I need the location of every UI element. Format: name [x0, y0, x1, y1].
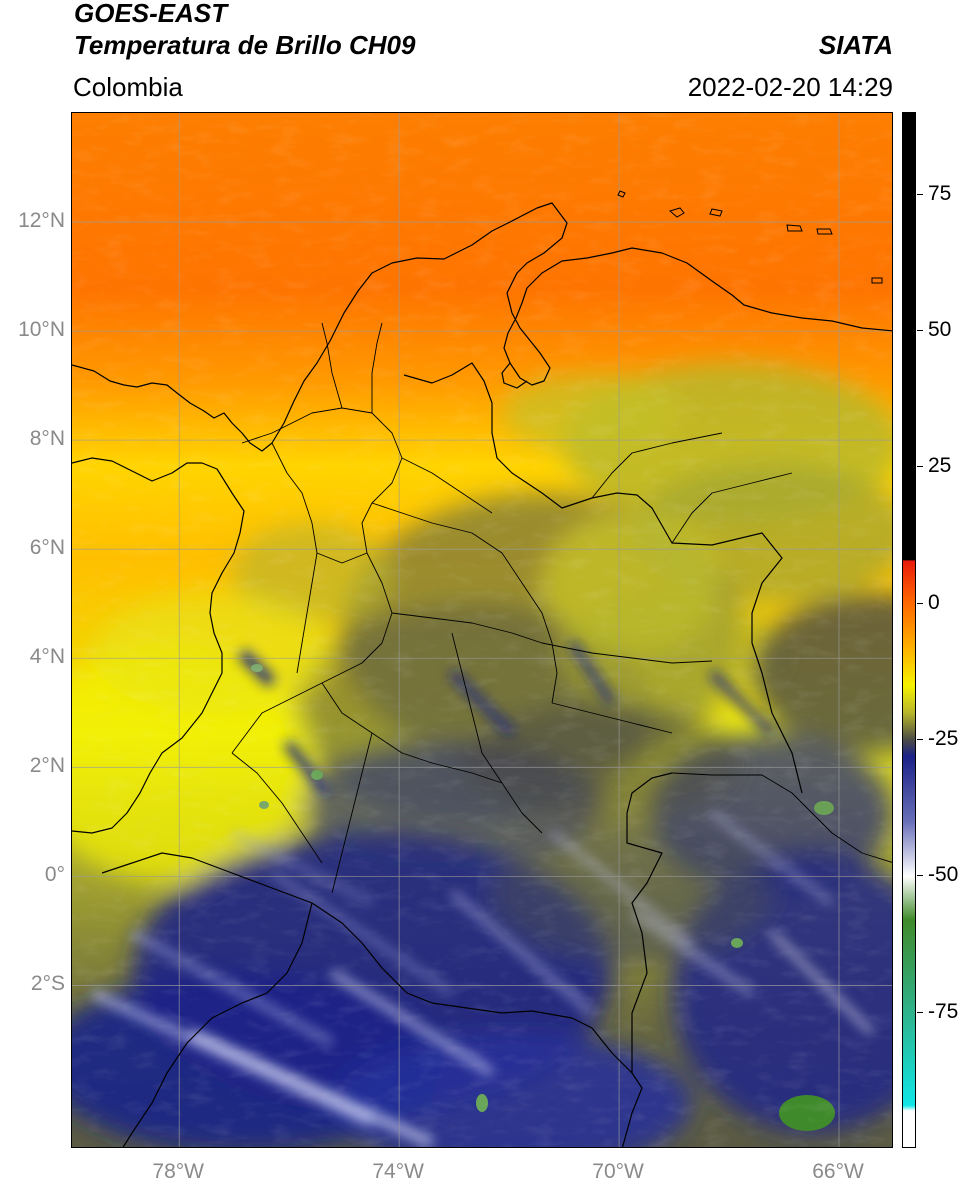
internal-departments: [231, 322, 713, 894]
colombia-ecuador-peru-border: [101, 852, 643, 1089]
boundaries: [72, 202, 892, 1147]
latitude-label: 8°N: [29, 427, 65, 451]
venezuela-internal: [591, 432, 793, 544]
latitude-label: 2°S: [30, 972, 65, 996]
colorbar-tick-mark: [917, 193, 923, 195]
map-panel[interactable]: [71, 112, 893, 1148]
colorbar-tick-mark: [917, 466, 923, 468]
peru-brazil-border: [621, 1087, 643, 1147]
venezuela-gulf: [501, 362, 528, 389]
colorbar-tick-label: 0: [928, 590, 940, 614]
brightness-temperature-map: [72, 113, 892, 1147]
graticule: [72, 113, 892, 1147]
colorbar-tick-label: 25: [928, 454, 952, 478]
colorbar-tick-label: -75: [928, 999, 959, 1023]
colorbar-tick-mark: [917, 602, 923, 604]
texture-noise: [72, 113, 892, 1147]
colorbar-tick-label: -25: [928, 727, 959, 751]
colorbar: [902, 112, 916, 1148]
longitude-label: 66°W: [812, 1160, 864, 1183]
latitude-label: 10°N: [18, 318, 65, 342]
colorbar-tick-mark: [917, 1011, 923, 1013]
longitude-label: 74°W: [372, 1160, 424, 1183]
colorbar-tick-mark: [917, 739, 923, 741]
timestamp-label: 2022-02-20 14:29: [687, 72, 893, 102]
organization-label: SIATA: [818, 30, 893, 60]
colorbar-tick-mark: [917, 330, 923, 332]
ecuador-peru-border: [122, 902, 313, 1147]
latitude-label: 6°N: [29, 536, 65, 560]
colorbar-tick-label: 50: [928, 318, 952, 342]
caribbean-coastline: [72, 202, 892, 452]
latitude-label: 2°N: [29, 754, 65, 778]
colorbar-tick-mark: [917, 875, 923, 877]
colombia-venezuela-border: [403, 362, 803, 794]
longitude-label: 70°W: [592, 1160, 644, 1183]
region-label: Colombia: [73, 72, 183, 102]
brazil-internal: [671, 772, 892, 863]
colombia-brazil-border: [626, 772, 673, 1073]
title-product: Temperatura de Brillo CH09: [74, 30, 416, 60]
latitude-label: 0°: [44, 863, 65, 887]
pacific-coastline: [72, 457, 245, 834]
colorbar-tick-label: -50: [928, 863, 959, 887]
colorbar-gradient: [903, 113, 915, 1147]
islands: [617, 190, 883, 284]
title-satellite: GOES-EAST: [74, 0, 228, 28]
colorbar-fill: [903, 113, 915, 1147]
latitude-label: 4°N: [29, 645, 65, 669]
longitude-label: 78°W: [152, 1160, 204, 1183]
colorbar-tick-label: 75: [928, 181, 952, 205]
latitude-label: 12°N: [18, 209, 65, 233]
